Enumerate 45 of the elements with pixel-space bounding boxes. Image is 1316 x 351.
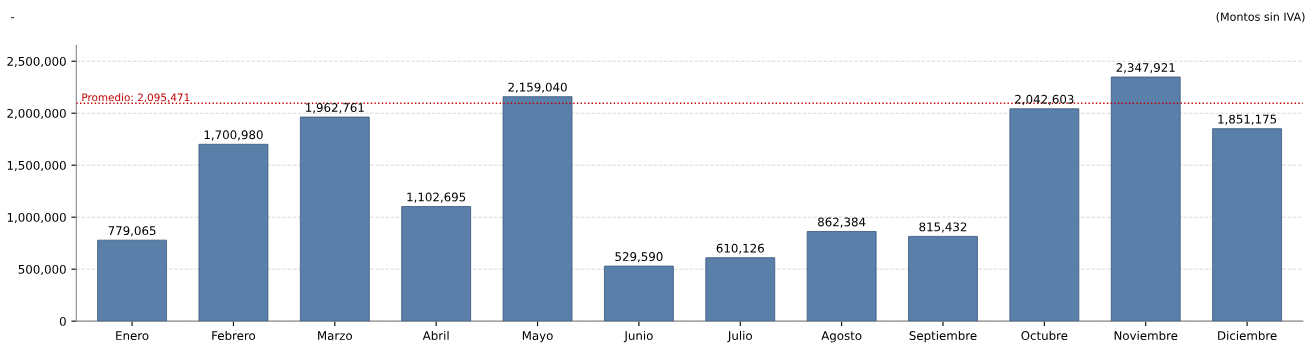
text: (Montos sin IVA) [1216, 12, 1305, 23]
data-label: 2,042,603 [1015, 94, 1074, 105]
bar [502, 96, 573, 322]
y-tick-label: 1,000,000 [7, 212, 66, 224]
bar [1212, 128, 1282, 322]
x-tick-label: Octubre [1021, 330, 1068, 341]
data-label: 1,102,695 [407, 192, 466, 203]
y-tick-label: 2,500,000 [7, 56, 66, 68]
x-tick-label: Junio [623, 330, 653, 343]
chart-title: - [11, 17, 14, 19]
x-tick-label: Julio [727, 330, 752, 343]
data-label: 610,126 [716, 243, 764, 254]
x-tick-label: Diciembre [1218, 330, 1277, 341]
y-tick-label: 2,000,000 [7, 108, 66, 120]
ref-line-label: Promedio: 2,095,471 [82, 93, 190, 103]
bar [1009, 108, 1080, 322]
x-tick-label: Septiembre [909, 330, 977, 343]
y-tick-label: 1,500,000 [7, 160, 66, 172]
data-label: 1,851,175 [1218, 114, 1277, 125]
data-label: 815,432 [919, 222, 967, 233]
data-label: 1,962,761 [306, 103, 364, 114]
bar [806, 231, 877, 322]
bar [1110, 76, 1181, 322]
y-tick-label: 500,000 [18, 264, 66, 276]
x-tick-label: Enero [116, 331, 149, 341]
bar [198, 143, 269, 322]
bar [97, 239, 167, 322]
bar [299, 116, 370, 322]
x-tick-label: Marzo [318, 331, 353, 341]
data-label: 862,384 [818, 217, 866, 228]
data-label: 779,065 [108, 226, 156, 237]
x-tick-label: Agosto [821, 331, 862, 343]
bar [401, 206, 472, 322]
bar [908, 235, 978, 322]
data-label: 2,347,921 [1116, 63, 1175, 74]
data-label: 1,700,980 [204, 130, 263, 141]
y-tick-label: 0 [59, 316, 66, 326]
data-label: 529,590 [615, 252, 663, 263]
bar [705, 257, 776, 322]
data-label: 2,159,040 [508, 82, 567, 93]
bar [604, 265, 674, 322]
x-tick-label: Mayo [522, 331, 553, 343]
x-tick-label: Febrero [212, 330, 256, 341]
x-tick-label: Abril [422, 330, 449, 341]
x-tick-label: Noviembre [1114, 330, 1178, 341]
